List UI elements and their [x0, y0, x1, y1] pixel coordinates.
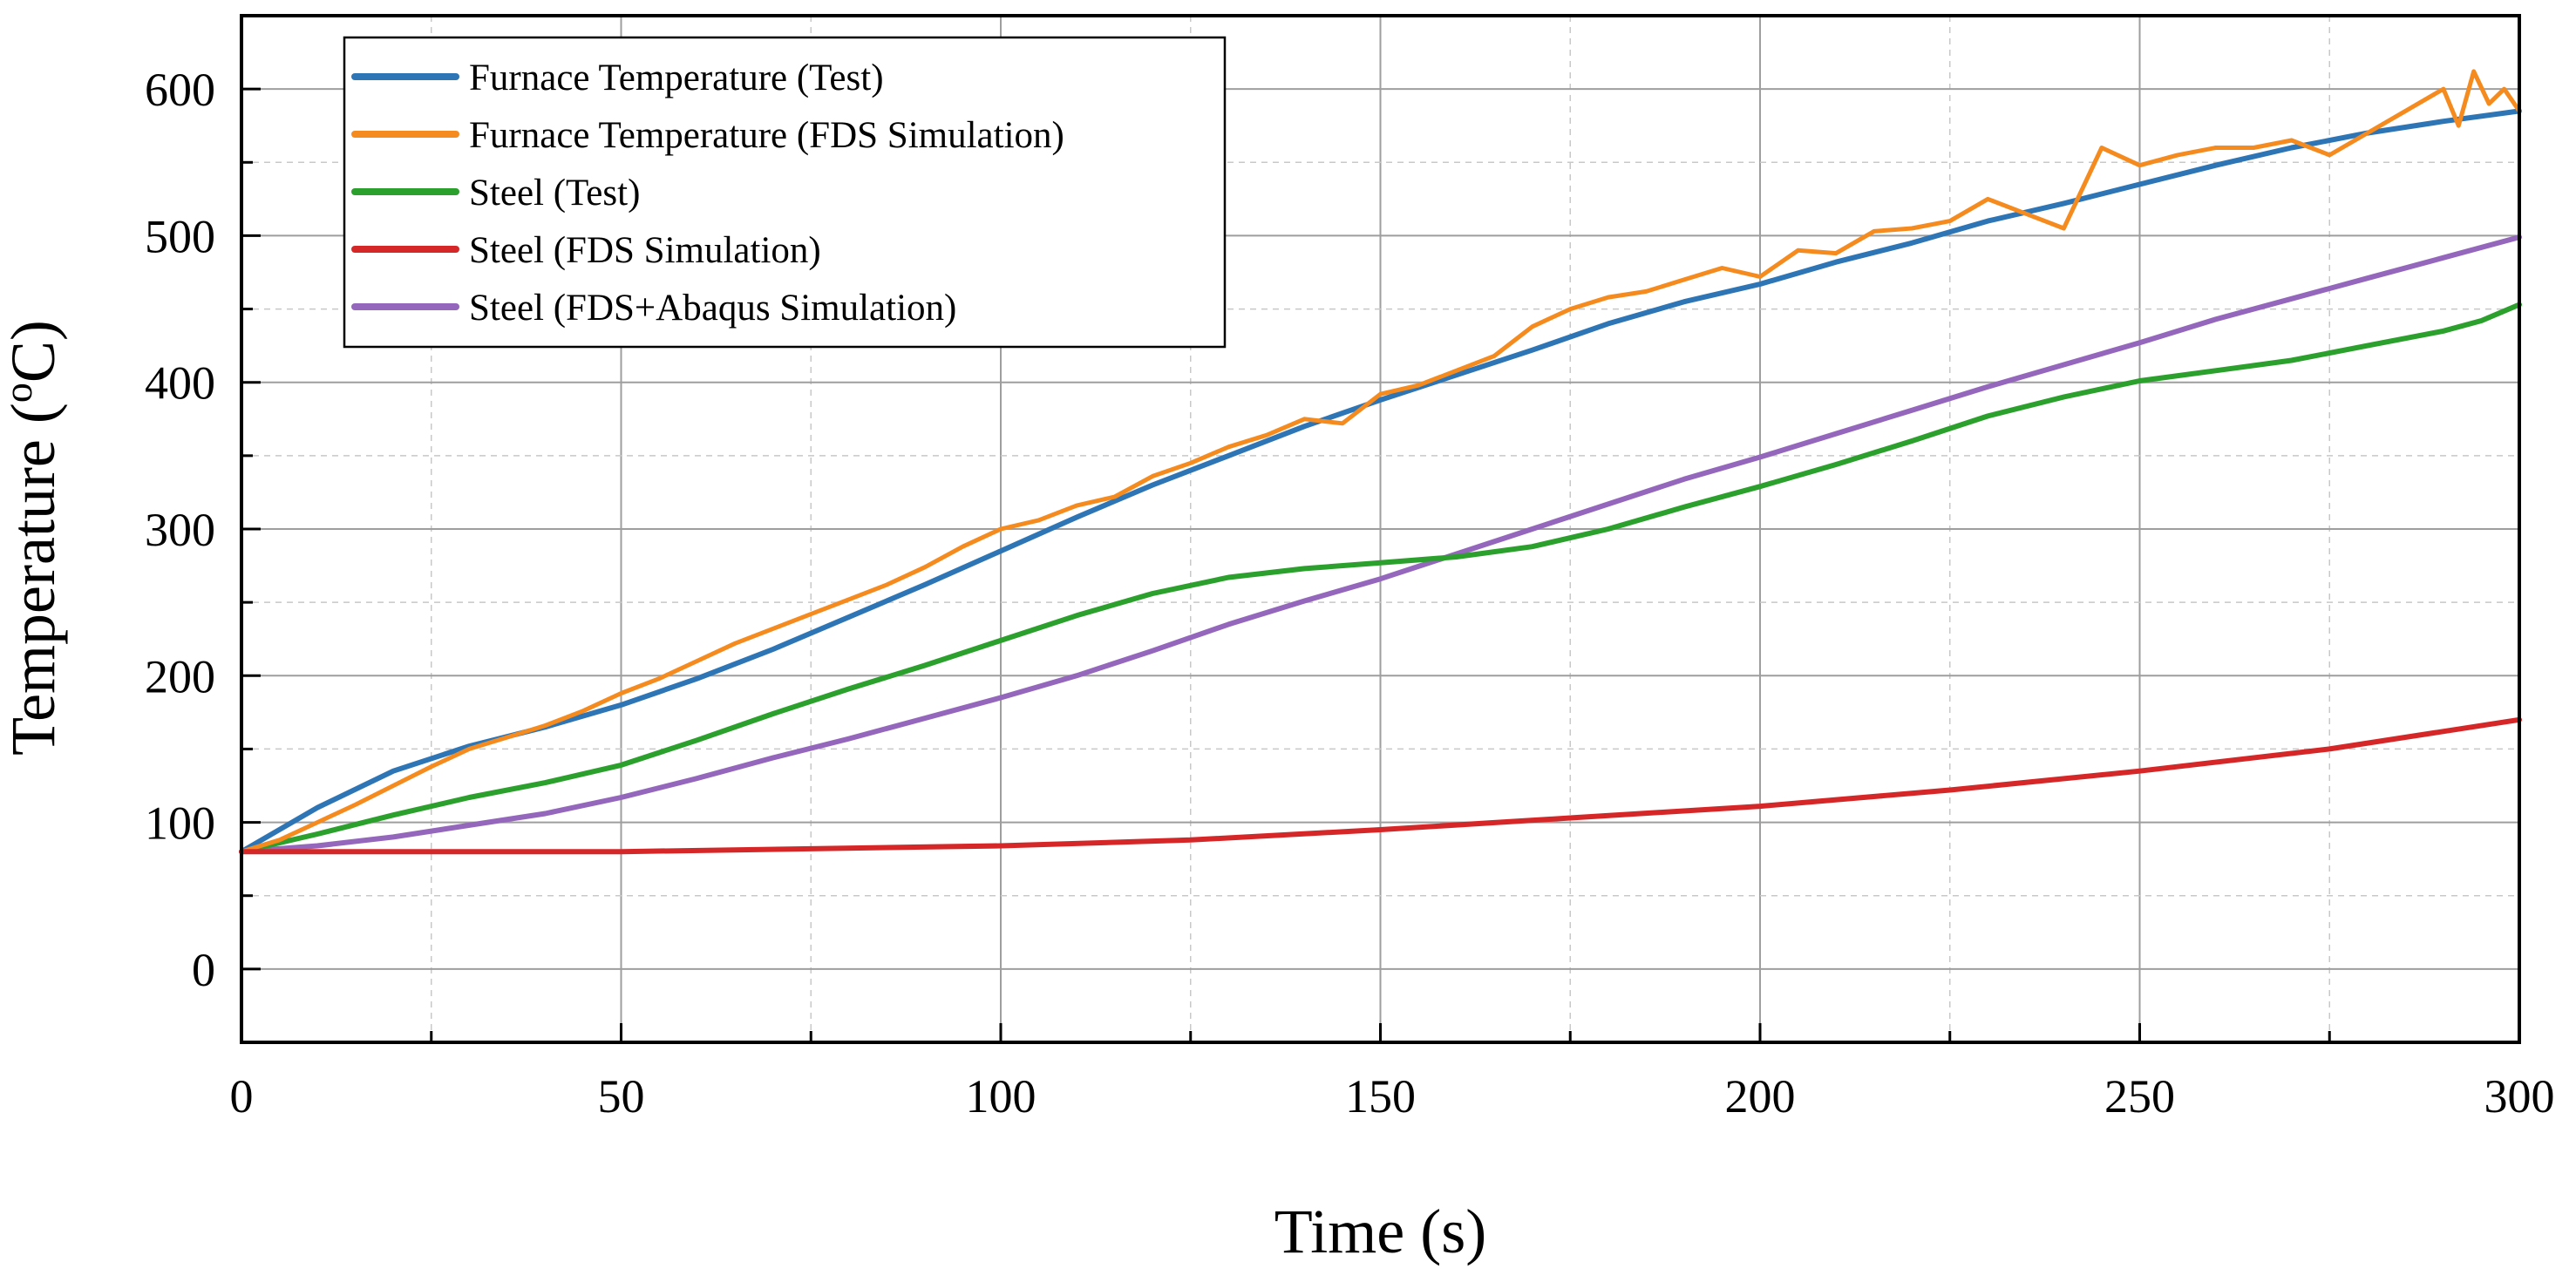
- legend-label: Furnace Temperature (Test): [469, 58, 884, 98]
- series-line-furnace-temperature-fds-simulation: [239, 69, 2522, 854]
- series-line-steel-fds-simulation: [239, 716, 2522, 855]
- legend-label: Steel (FDS+Abaqus Simulation): [469, 288, 956, 329]
- x-tick-label: 0: [230, 1070, 254, 1123]
- y-tick-label: 500: [145, 210, 215, 262]
- legend-items: Furnace Temperature (Test) Furnace Temper…: [351, 58, 1064, 329]
- y-axis-title: Temperature (oC): [0, 320, 68, 756]
- legend: Furnace Temperature (Test) Furnace Temper…: [343, 36, 1227, 349]
- tick-labels: 0 50 100 150 200 250 300 0 100 200 300 400 500 600: [145, 64, 2555, 1123]
- x-tick-label: 300: [2484, 1070, 2555, 1123]
- y-tick-label: 600: [145, 64, 215, 116]
- y-tick-label: 100: [145, 797, 215, 850]
- series-line-steel-test: [239, 302, 2522, 855]
- x-tick-label: 50: [598, 1070, 645, 1123]
- series-line-furnace-temperature-test: [239, 108, 2522, 855]
- series-line-steel-fds-abaqus-simulation: [239, 234, 2522, 855]
- axis-ticks: [240, 14, 2521, 1044]
- y-tick-label: 0: [192, 944, 215, 996]
- x-tick-label: 200: [1725, 1070, 1796, 1123]
- grid: [241, 16, 2519, 1042]
- y-tick-label: 200: [145, 650, 215, 702]
- x-tick-label: 150: [1345, 1070, 1416, 1123]
- x-tick-label: 250: [2104, 1070, 2175, 1123]
- y-tick-label: 400: [145, 357, 215, 410]
- legend-box: [343, 36, 1227, 349]
- x-axis-title: Time (s): [1274, 1197, 1486, 1266]
- data-series: [239, 69, 2522, 855]
- legend-label: Steel (Test): [469, 173, 640, 214]
- legend-label: Steel (FDS Simulation): [469, 230, 821, 271]
- x-tick-label: 100: [966, 1070, 1037, 1123]
- legend-label: Furnace Temperature (FDS Simulation): [469, 115, 1064, 156]
- y-tick-label: 300: [145, 504, 215, 556]
